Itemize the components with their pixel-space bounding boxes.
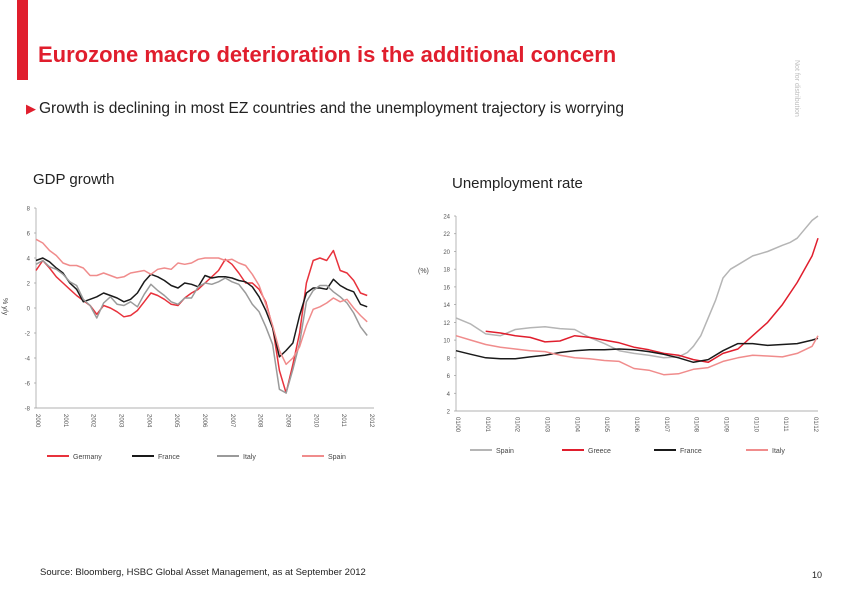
unemp-x-tick-label: 01/03 (544, 417, 550, 433)
gdp-x-tick-label: 2011 (340, 414, 346, 428)
gdp-y-tick-label: 8 (27, 207, 31, 213)
unemp-x-tick-label: 01/09 (723, 417, 729, 433)
unemp-series-spain (455, 215, 819, 359)
gdp-x-tick-label: 2008 (257, 414, 263, 428)
gdp-x-tick-label: 2009 (285, 414, 291, 428)
unemp-y-tick-label: 14 (443, 303, 450, 309)
unemp-x-tick-label: 01/12 (812, 417, 818, 433)
unemp-y-axis-label: (%) (418, 268, 429, 275)
unemp-y-tick-label: 8 (447, 356, 451, 362)
gdp-y-tick-label: 0 (27, 307, 31, 313)
gdp-x-tick-label: 2005 (173, 414, 179, 428)
unemp-legend-label-spain: Spain (496, 448, 514, 455)
unemp-legend-label-france: France (680, 448, 702, 455)
unemp-y-tick-label: 22 (443, 232, 450, 238)
gdp-x-tick-label: 2003 (118, 414, 124, 428)
gdp-y-tick-label: -2 (25, 332, 31, 338)
gdp-x-tick-label: 2004 (145, 414, 151, 428)
unemp-legend-label-greece: Greece (588, 448, 611, 455)
gdp-y-tick-label: 6 (27, 232, 31, 238)
gdp-x-tick-label: 2007 (229, 414, 235, 428)
accent-bar (17, 0, 28, 80)
gdp-legend-label-spain: Spain (328, 454, 346, 461)
unemp-y-tick-label: 24 (443, 215, 450, 221)
gdp-x-tick-label: 2000 (34, 414, 40, 428)
unemployment-chart: 24 22 20 18 16 14 12 10 8 6 4 201/00 01/01 01/02 01/03… (418, 215, 819, 455)
unemp-y-tick-label: 18 (443, 268, 450, 274)
gdp-x-tick-label: 2006 (201, 414, 207, 428)
gdp-x-tick-label: 2002 (90, 414, 96, 428)
unemp-series-italy (455, 334, 819, 376)
unemp-x-tick-label: 01/00 (454, 417, 460, 433)
gdp-y-axis-label: % y/y (1, 298, 8, 316)
gdp-x-tick-label: 2012 (368, 414, 374, 428)
unemp-x-tick-label: 01/04 (573, 417, 579, 433)
unemp-y-tick-label: 16 (443, 285, 450, 291)
gdp-y-tick-label: -6 (25, 382, 31, 388)
unemp-y-tick-label: 2 (447, 410, 451, 416)
gdp-y-tick-label: -8 (25, 407, 31, 413)
unemp-y-tick-label: 12 (443, 321, 450, 327)
unemp-series-france (455, 337, 819, 364)
unemp-x-tick-label: 01/08 (693, 417, 699, 433)
slide-subtitle: ▶ Growth is declining in most EZ countrie… (26, 100, 624, 118)
gdp-series-italy (35, 259, 368, 394)
unemp-x-tick-label: 01/01 (484, 417, 490, 433)
source-note: Source: Bloomberg, HSBC Global Asset Man… (40, 567, 366, 578)
unemp-y-tick-label: 20 (443, 250, 450, 256)
gdp-y-tick-label: 2 (27, 282, 31, 288)
gdp-series-france (35, 257, 368, 358)
gdp-y-tick-label: 4 (27, 257, 31, 263)
unemp-y-tick-label: 10 (443, 339, 450, 345)
gdp-legend-label-germany: Germany (73, 454, 102, 461)
unemp-x-tick-label: 01/05 (603, 417, 609, 433)
unemp-x-tick-label: 01/11 (782, 417, 788, 432)
unemp-legend-label-italy: Italy (772, 448, 785, 455)
unemp-y-tick-label: 6 (447, 374, 451, 380)
gdp-series-spain (35, 238, 368, 366)
gdp-chart-title: GDP growth (33, 171, 115, 188)
gdp-legend-label-france: France (158, 454, 180, 461)
unemployment-chart-title: Unemployment rate (452, 175, 583, 192)
bullet-arrow-icon: ▶ (26, 101, 36, 116)
slide-title: Eurozone macro deterioration is the addi… (38, 42, 617, 67)
unemp-x-tick-label: 01/10 (752, 417, 758, 433)
unemp-x-tick-label: 01/06 (633, 417, 639, 433)
gdp-x-tick-label: 2010 (312, 414, 318, 428)
unemp-x-tick-label: 01/02 (514, 417, 520, 433)
unemp-x-tick-label: 01/07 (663, 417, 669, 433)
gdp-series-germany (35, 249, 368, 394)
page-number: 10 (812, 570, 823, 580)
unemp-series-greece (485, 237, 819, 364)
unemp-y-tick-label: 4 (447, 392, 451, 398)
subtitle-text: Growth is declining in most EZ countries… (39, 100, 624, 117)
gdp-y-tick-label: -4 (25, 357, 31, 363)
gdp-legend-label-italy: Italy (243, 454, 256, 461)
gdp-x-tick-label: 2001 (62, 414, 68, 428)
